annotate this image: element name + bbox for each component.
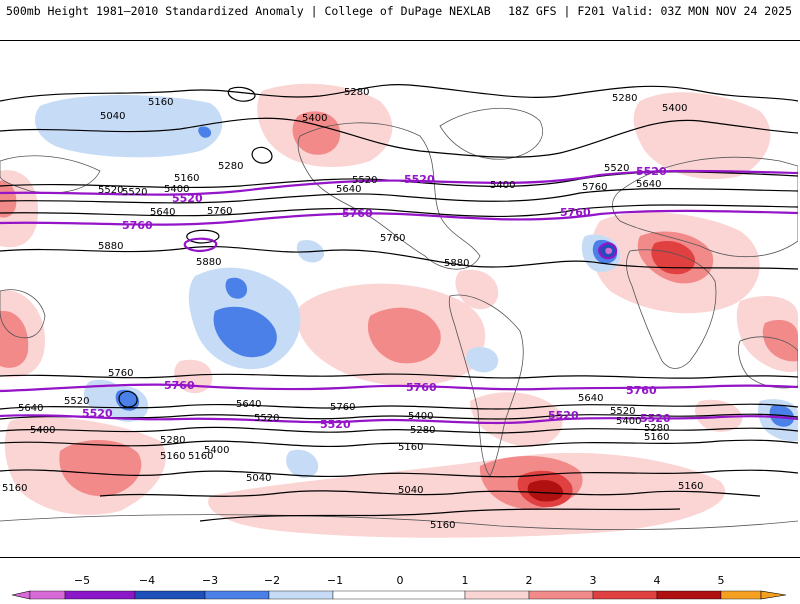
anomaly-map-canvas: 5280 5160 5040 5400 5280 5160 5520 5400 …: [0, 41, 798, 557]
colorbar-segment: [721, 591, 761, 599]
highlight-label: 5760: [626, 384, 657, 397]
contour-label: 5520: [122, 187, 147, 198]
highlight-label: 5520: [320, 418, 351, 431]
colorbar-tick: 4: [654, 574, 661, 587]
colorbar-arrow-left: [12, 591, 30, 599]
colorbar-segment: [205, 591, 269, 599]
colorbar-segment: [135, 591, 205, 599]
contour-label: 5760: [380, 233, 405, 244]
contour-label: 5760: [330, 402, 355, 413]
colorbar-segment: [65, 591, 135, 599]
contour-label: 5640: [18, 403, 43, 414]
contour-label: 5040: [246, 473, 271, 484]
contour-label: 5400: [616, 416, 641, 427]
contour-label: 5400: [302, 113, 327, 124]
contour-label: 5040: [398, 485, 423, 496]
contour-label: 5400: [30, 425, 55, 436]
highlight-label: 5760: [164, 379, 195, 392]
contour-label: 5880: [444, 258, 469, 269]
contour-label: 5280: [218, 161, 243, 172]
contour-label: 5640: [578, 393, 603, 404]
highlight-label: 5520: [636, 165, 667, 178]
highlight-label: 5520: [172, 192, 203, 205]
colorbar-segment: [333, 591, 465, 599]
contour-label: 5760: [207, 206, 232, 217]
highlight-label: 5520: [640, 412, 671, 425]
highlight-label: 5520: [404, 173, 435, 186]
colorbar-tick: 0: [397, 574, 404, 587]
highlight-label: 5760: [122, 219, 153, 232]
colorbar-tick: −2: [264, 574, 280, 587]
model-run-info: 18Z GFS | F201 Valid: 03Z MON NOV 24 202…: [508, 4, 792, 18]
contour-label: 5880: [196, 257, 221, 268]
contour-label: 5280: [612, 93, 637, 104]
highlight-label: 5760: [560, 206, 591, 219]
contour-label: 5520: [604, 163, 629, 174]
contour-label: 5520: [254, 413, 279, 424]
colorbar-tick: 3: [590, 574, 597, 587]
contour-label: 5160: [160, 451, 185, 462]
colorbar-segment: [657, 591, 721, 599]
colorbar-tick: −4: [139, 574, 155, 587]
anomaly-map: 5280 5160 5040 5400 5280 5160 5520 5400 …: [0, 40, 800, 558]
colorbar-segment: [269, 591, 333, 599]
contour-label: 5160: [148, 97, 173, 108]
highlight-label: 5760: [406, 381, 437, 394]
colorbar-tick: 2: [526, 574, 533, 587]
contour-label: 5640: [336, 184, 361, 195]
colorbar-tick: 1: [462, 574, 469, 587]
highlight-label: 5760: [342, 207, 373, 220]
colorbar-arrow-right: [761, 591, 786, 599]
contour-label: 5160: [174, 173, 199, 184]
contour-label: 5880: [98, 241, 123, 252]
colorbar-segment: [529, 591, 593, 599]
map-title: 500mb Height 1981–2010 Standardized Anom…: [6, 4, 491, 18]
contour-label: 5760: [582, 182, 607, 193]
contour-label: 5160: [678, 481, 703, 492]
contour-label: 5280: [344, 87, 369, 98]
contour-label: 5160: [644, 432, 669, 443]
colorbar-segment: [465, 591, 529, 599]
colorbar-tick: −3: [202, 574, 218, 587]
contour-label: 5400: [490, 180, 515, 191]
colorbar-tick: −1: [327, 574, 343, 587]
contour-label: 5640: [236, 399, 261, 410]
colorbar-tick: −5: [74, 574, 90, 587]
highlight-label: 5520: [82, 407, 113, 420]
contour-label: 5160: [2, 483, 27, 494]
contour-label: 5760: [108, 368, 133, 379]
anomaly-colorbar: −5 −4 −3 −2 −1 0 1 2 3 4 5: [0, 570, 800, 600]
contour-label: 5640: [636, 179, 661, 190]
contour-label: 5280: [410, 425, 435, 436]
contour-label: 5160: [188, 451, 213, 462]
colorbar-canvas: −5 −4 −3 −2 −1 0 1 2 3 4 5: [0, 570, 800, 600]
contour-label: 5400: [408, 411, 433, 422]
contour-label: 5520: [64, 396, 89, 407]
contour-label: 5520: [98, 185, 123, 196]
contour-label: 5040: [100, 111, 125, 122]
contour-label: 5160: [430, 520, 455, 531]
contour-label: 5400: [662, 103, 687, 114]
contour-label: 5160: [398, 442, 423, 453]
colorbar-segment: [30, 591, 65, 599]
contour-label: 5640: [150, 207, 175, 218]
colorbar-segment: [593, 591, 657, 599]
highlight-label: 5520: [548, 409, 579, 422]
colorbar-tick: 5: [718, 574, 725, 587]
contour-label: 5280: [160, 435, 185, 446]
